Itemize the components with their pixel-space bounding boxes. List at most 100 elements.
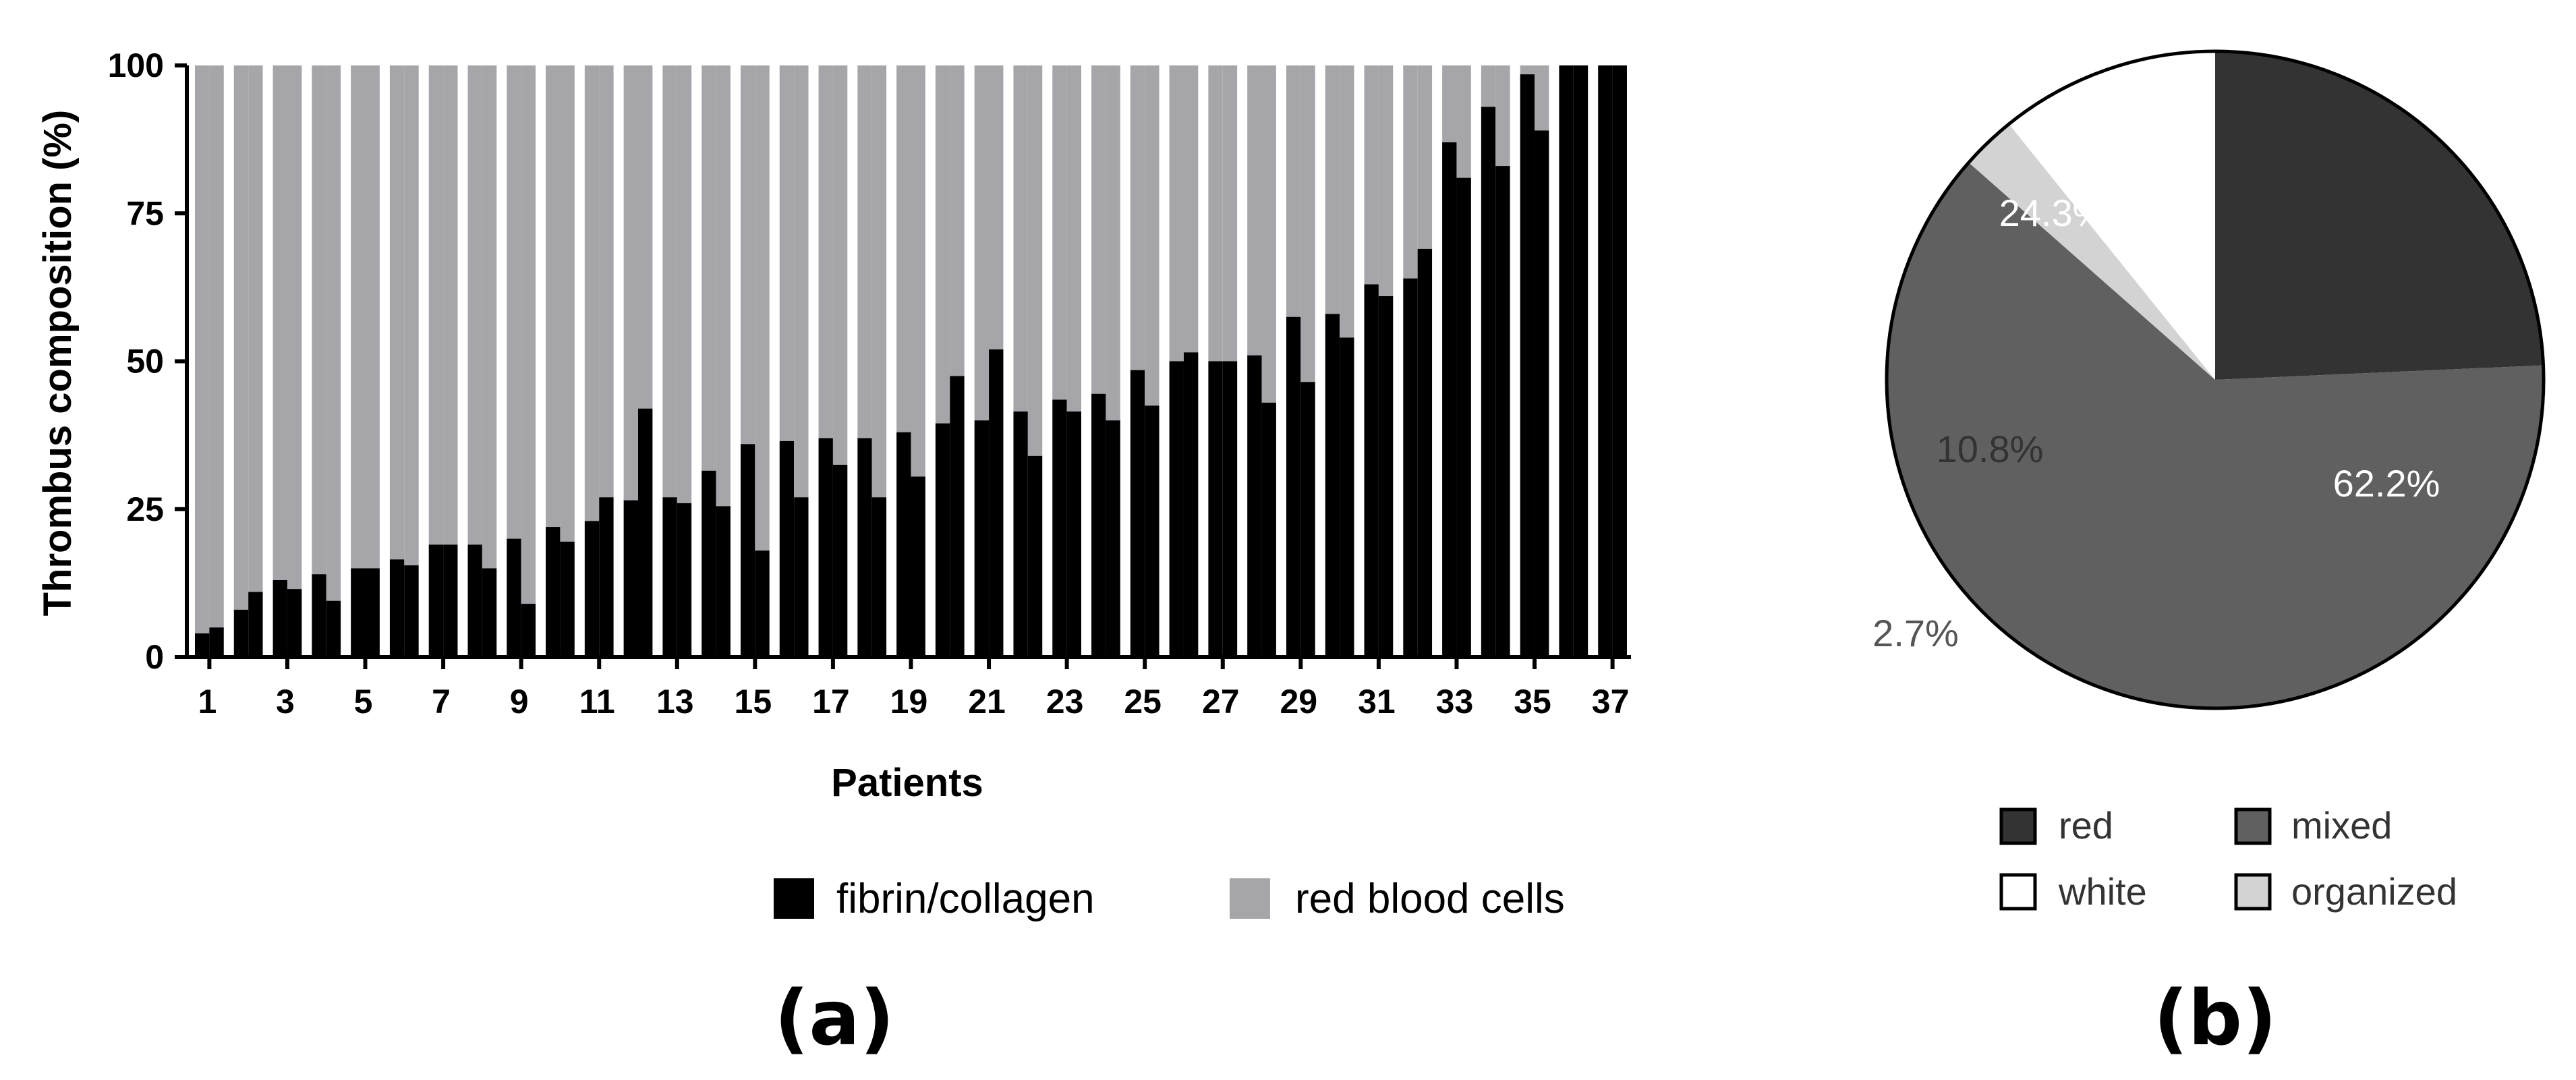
bar-fibrin-patient-3-1 — [273, 579, 287, 657]
bar-fibrin-patient-32-1 — [1403, 278, 1418, 658]
bar-rbc-patient-26-2 — [1183, 65, 1199, 353]
bar-fibrin-patient-18-1 — [857, 438, 872, 657]
bar-rbc-patient-27-2 — [1222, 65, 1238, 362]
bar-fibrin-patient-31-1 — [1364, 284, 1379, 657]
bar-fibrin-patient-33-2 — [1456, 177, 1471, 657]
legend-swatch-white — [1999, 873, 2037, 911]
bar-fibrin-patient-35-2 — [1535, 130, 1549, 658]
bar-rbc-patient-34-1 — [1481, 65, 1496, 107]
bar-rbc-patient-20-1 — [935, 65, 950, 424]
bar-fibrin-patient-9-1 — [507, 538, 521, 657]
x-tick-label-31: 31 — [1358, 683, 1396, 720]
bar-rbc-patient-18-1 — [857, 65, 872, 438]
bar-fibrin-patient-30-2 — [1340, 337, 1354, 657]
bar-rbc-patient-24-1 — [1091, 65, 1106, 394]
bar-fibrin-patient-17-2 — [832, 464, 848, 657]
bar-rbc-patient-30-1 — [1325, 65, 1340, 314]
bar-fibrin-patient-6-2 — [404, 565, 419, 657]
bar-rbc-patient-7-2 — [443, 65, 458, 545]
x-axis-title: Patients — [831, 761, 983, 805]
x-tick-label-37: 37 — [1592, 683, 1630, 720]
bar-fibrin-patient-34-2 — [1495, 166, 1510, 658]
bar-rbc-patient-21-2 — [989, 65, 1004, 349]
y-tick-label-50: 50 — [126, 343, 164, 380]
pie-slice-white — [2009, 51, 2215, 380]
bar-rbc-patient-18-2 — [871, 65, 887, 498]
bar-fibrin-patient-11-2 — [599, 497, 614, 657]
bar-rbc-patient-4-1 — [312, 65, 326, 575]
bar-rbc-patient-29-1 — [1286, 65, 1301, 317]
legend-label-organized: organized — [2291, 870, 2457, 913]
bar-fibrin-patient-25-1 — [1130, 370, 1145, 657]
bar-rbc-patient-13-2 — [677, 65, 692, 503]
bar-rbc-patient-23-2 — [1066, 65, 1081, 412]
bar-rbc-patient-14-1 — [702, 65, 716, 471]
bar-rbc-patient-9-2 — [521, 65, 536, 604]
pie-label-red: 24.3% — [1999, 192, 2107, 234]
x-tick-label-23: 23 — [1046, 683, 1084, 720]
bar-fibrin-patient-35-1 — [1520, 74, 1535, 657]
legend-label-mixed: mixed — [2291, 804, 2392, 847]
bar-fibrin-patient-28-2 — [1261, 402, 1276, 657]
bar-fibrin-patient-2-2 — [248, 592, 263, 657]
bar-fibrin-patient-15-1 — [740, 444, 755, 657]
x-tick-label-17: 17 — [812, 683, 850, 720]
bar-rbc-patient-31-2 — [1378, 65, 1394, 297]
bar-fibrin-patient-10-1 — [546, 527, 561, 657]
bar-rbc-patient-17-2 — [832, 65, 848, 465]
legend-swatch-red — [1999, 807, 2037, 845]
legend-label-fibrin-collagen: fibrin/collagen — [836, 876, 1095, 922]
bar-fibrin-patient-21-2 — [989, 349, 1004, 657]
pie-legend: red mixed white organized — [1999, 804, 2457, 913]
legend-label-white: white — [2058, 870, 2147, 913]
bar-rbc-patient-17-1 — [818, 65, 833, 438]
bar-rbc-patient-7-1 — [428, 65, 444, 545]
bar-fibrin-patient-33-1 — [1442, 142, 1457, 657]
bar-rbc-patient-28-1 — [1247, 65, 1262, 356]
y-tick-label-0: 0 — [145, 638, 164, 676]
bar-rbc-patient-34-2 — [1495, 65, 1510, 167]
y-ticks: 0 25 50 75 100 — [108, 47, 187, 676]
bar-rbc-patient-16-2 — [794, 65, 809, 498]
bar-fibrin-patient-28-1 — [1247, 355, 1262, 657]
bar-series — [195, 65, 1627, 658]
bar-fibrin-patient-13-1 — [662, 497, 677, 657]
bar-fibrin-patient-5-1 — [351, 568, 366, 657]
bar-fibrin-patient-36-2 — [1573, 65, 1588, 657]
x-tick-label-27: 27 — [1202, 683, 1240, 720]
pie-slice-red — [2215, 51, 2544, 380]
x-tick-label-33: 33 — [1436, 683, 1474, 720]
legend-swatch-organized — [2234, 873, 2272, 911]
bar-rbc-patient-22-1 — [1013, 65, 1028, 412]
bar-rbc-patient-10-1 — [546, 65, 561, 528]
x-tick-label-3: 3 — [276, 683, 295, 720]
bar-fibrin-patient-12-2 — [638, 408, 653, 657]
bar-fibrin-patient-12-1 — [623, 500, 638, 657]
bar-rbc-patient-1-1 — [195, 65, 210, 633]
x-tick-label-9: 9 — [510, 683, 529, 720]
y-axis-title: Thrombus composition (%) — [36, 110, 80, 617]
legend-swatch-mixed — [2234, 807, 2272, 845]
bar-rbc-patient-5-1 — [351, 65, 366, 569]
bar-rbc-patient-8-1 — [467, 65, 482, 545]
bar-rbc-patient-15-2 — [755, 65, 770, 551]
bar-rbc-patient-33-1 — [1442, 65, 1457, 143]
bar-fibrin-patient-15-2 — [755, 550, 770, 657]
bar-fibrin-patient-25-2 — [1145, 405, 1160, 657]
bar-rbc-patient-11-2 — [599, 65, 614, 498]
bar-rbc-patient-25-1 — [1130, 65, 1145, 370]
y-tick-label-25: 25 — [126, 490, 164, 528]
bar-fibrin-patient-37-1 — [1598, 65, 1613, 657]
bar-fibrin-patient-23-2 — [1066, 411, 1081, 657]
bar-fibrin-patient-1-2 — [209, 627, 224, 657]
bar-rbc-patient-11-1 — [584, 65, 600, 521]
bar-fibrin-patient-13-2 — [677, 503, 692, 657]
y-tick-label-75: 75 — [126, 194, 164, 232]
bar-rbc-patient-22-2 — [1027, 65, 1043, 456]
bar-fibrin-patient-9-2 — [521, 604, 536, 657]
legend-label-red: red — [2059, 804, 2113, 847]
bar-fibrin-patient-6-1 — [389, 559, 405, 657]
bar-fibrin-patient-8-2 — [482, 568, 497, 657]
x-tick-label-13: 13 — [656, 683, 694, 720]
